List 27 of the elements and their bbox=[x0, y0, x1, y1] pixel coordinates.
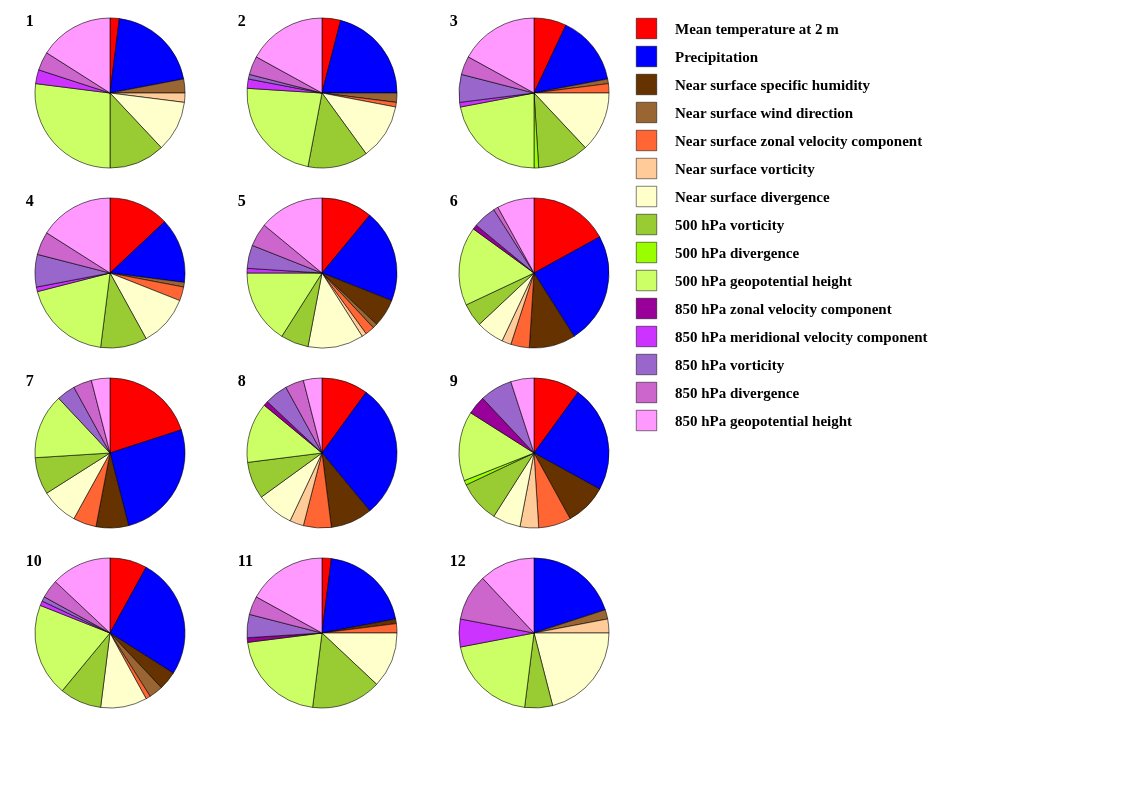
legend-label: 500 hPa geopotential height bbox=[675, 272, 853, 289]
chart-title: 1 bbox=[25, 11, 34, 29]
legend-label: 850 hPa zonal velocity component bbox=[675, 300, 892, 317]
legend-label: Near surface zonal velocity component bbox=[675, 132, 923, 149]
legend-label: Near surface vorticity bbox=[675, 160, 816, 177]
legend-label: 850 hPa geopotential height bbox=[675, 412, 853, 429]
chart-title: 7 bbox=[25, 371, 34, 389]
chart-title: 3 bbox=[449, 11, 458, 29]
chart-title: 8 bbox=[237, 371, 246, 389]
legend-label: Near surface specific humidity bbox=[675, 76, 871, 93]
chart-title: 4 bbox=[25, 191, 34, 209]
chart-title: 11 bbox=[237, 551, 253, 569]
chart-title: 6 bbox=[449, 191, 458, 209]
legend-label: Precipitation bbox=[675, 48, 759, 65]
legend-label: 850 hPa divergence bbox=[675, 384, 800, 401]
legend-label: Mean temperature at 2 m bbox=[675, 20, 840, 37]
chart-title: 12 bbox=[449, 551, 466, 569]
legend-label: 500 hPa vorticity bbox=[675, 216, 785, 233]
chart-title: 10 bbox=[25, 551, 42, 569]
legend-label: Near surface wind direction bbox=[675, 104, 854, 121]
legend-label: 850 hPa meridional velocity component bbox=[675, 328, 928, 345]
chart-title: 2 bbox=[237, 11, 246, 29]
legend-label: Near surface divergence bbox=[675, 188, 831, 205]
legend-label: 500 hPa divergence bbox=[675, 244, 800, 261]
chart-title: 5 bbox=[237, 191, 246, 209]
legend-label: 850 hPa vorticity bbox=[675, 356, 785, 373]
chart-title: 9 bbox=[449, 371, 458, 389]
